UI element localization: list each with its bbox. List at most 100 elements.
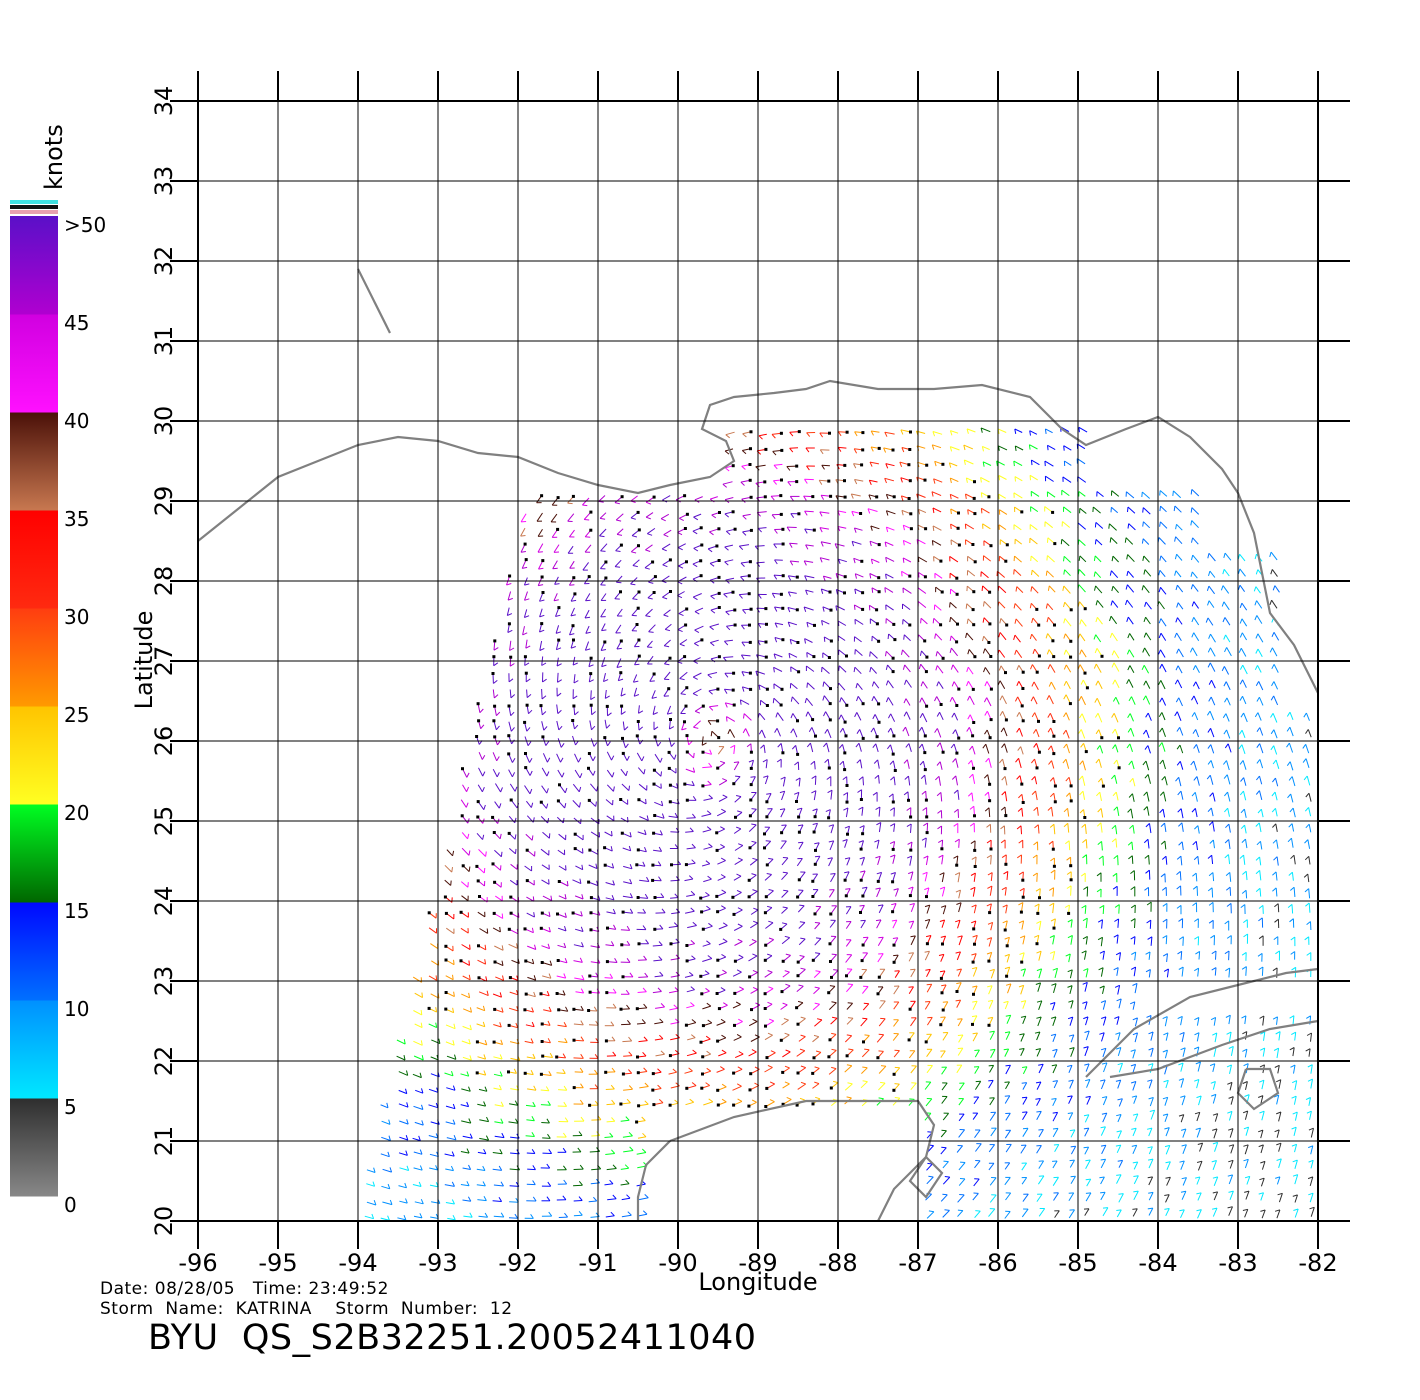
wind-barb: [1020, 1015, 1026, 1018]
wind-barb: [562, 817, 565, 823]
wind-barb: [880, 1065, 886, 1067]
wind-barb: [1192, 872, 1197, 877]
wind-barb: [808, 727, 813, 732]
rain-flag-dot: [765, 800, 769, 804]
wind-barb: [752, 986, 758, 990]
wind-vector: [1084, 950, 1087, 960]
rain-flag-dot: [603, 846, 607, 850]
wind-vector: [1161, 727, 1166, 737]
wind-barb: [934, 633, 937, 639]
wind-barb: [736, 889, 742, 893]
wind-vector: [1176, 632, 1182, 642]
wind-vector: [526, 993, 536, 998]
rain-flag-dot: [556, 959, 560, 962]
wind-barb: [468, 960, 470, 966]
wind-vector: [716, 811, 726, 817]
wind-vector: [431, 960, 439, 966]
wind-barb: [724, 546, 729, 551]
rain-flag-dot: [684, 704, 688, 708]
wind-barb: [1208, 633, 1211, 639]
wind-barb: [1271, 791, 1276, 797]
rain-flag-dot: [939, 623, 943, 627]
wind-vector: [444, 879, 452, 886]
wind-barb: [890, 854, 896, 858]
rain-flag-dot: [717, 559, 721, 562]
wind-vector: [1006, 1015, 1012, 1024]
wind-vector: [732, 1003, 741, 1009]
wind-barb: [693, 547, 699, 552]
wind-barb: [754, 1066, 760, 1070]
wind-barb: [692, 767, 696, 773]
wind-barb: [1085, 1159, 1091, 1162]
wind-vector: [381, 1120, 391, 1125]
rain-flag-dot: [765, 1056, 769, 1060]
rain-flag-dot: [939, 559, 943, 563]
wind-barb: [1254, 554, 1257, 560]
wind-barb: [782, 906, 788, 909]
rain-flag-dot: [1052, 720, 1056, 723]
wind-vector: [1080, 696, 1086, 706]
wind-vector: [781, 1019, 789, 1026]
wind-barb: [724, 672, 729, 678]
wind-vector: [492, 1152, 503, 1155]
rain-flag-dot: [748, 975, 752, 979]
rain-flag-dot: [1038, 896, 1041, 900]
wind-barb: [800, 937, 806, 940]
wind-vector: [1293, 1096, 1297, 1105]
wind-vector: [1069, 985, 1073, 995]
wind-barb: [1272, 777, 1276, 783]
wind-barb: [1205, 617, 1209, 623]
wind-vector: [1198, 951, 1201, 960]
wind-barb: [484, 944, 487, 950]
wind-barb: [546, 803, 549, 809]
wind-vector: [572, 912, 583, 917]
wind-barb: [1018, 793, 1023, 799]
wind-vector: [869, 540, 880, 546]
wind-barb: [453, 991, 455, 997]
wind-barb: [615, 550, 621, 552]
wind-barb: [1069, 1159, 1075, 1162]
wind-vector: [477, 1103, 486, 1107]
wind-barb: [705, 987, 710, 992]
wind-barb: [1032, 648, 1036, 654]
wind-barb: [937, 810, 942, 814]
wind-vector: [1245, 1081, 1248, 1091]
wind-barb: [1083, 1016, 1089, 1020]
wind-vector: [953, 743, 958, 754]
rain-flag-dot: [732, 671, 736, 675]
wind-barb: [1070, 1145, 1076, 1148]
wind-barb: [785, 953, 791, 956]
wind-barb: [975, 1210, 981, 1212]
rain-flag-dot: [764, 655, 768, 659]
wind-barb: [812, 822, 818, 825]
wind-vector: [1117, 985, 1121, 995]
wind-barb: [1212, 1032, 1218, 1036]
wind-barb: [1144, 854, 1149, 859]
wind-barb: [1144, 745, 1149, 750]
wind-barb: [743, 713, 745, 719]
wind-barb: [495, 725, 500, 731]
wind-vector: [906, 759, 910, 769]
wind-vector: [1070, 1146, 1077, 1155]
wind-vector: [527, 1088, 537, 1091]
wind-barb: [1148, 1097, 1154, 1100]
wind-barb: [1078, 555, 1081, 561]
wind-vector: [509, 783, 516, 792]
wind-barb: [646, 876, 650, 882]
rain-flag-dot: [1053, 542, 1057, 546]
wind-vector: [694, 625, 704, 631]
rain-flag-dot: [1021, 878, 1025, 882]
wind-barb: [1001, 743, 1005, 749]
wind-vector: [1036, 1081, 1042, 1090]
wind-vector: [686, 894, 695, 897]
wind-barb: [1021, 1096, 1028, 1099]
wind-barb: [664, 645, 670, 648]
wind-vector: [804, 560, 814, 563]
wind-vector: [1208, 585, 1216, 595]
wind-vector: [1243, 855, 1246, 865]
rain-flag-dot: [1037, 750, 1041, 754]
wind-vector: [1069, 1016, 1074, 1026]
wind-barb: [1141, 585, 1144, 591]
wind-barb: [902, 664, 906, 670]
wind-barb: [629, 893, 633, 899]
